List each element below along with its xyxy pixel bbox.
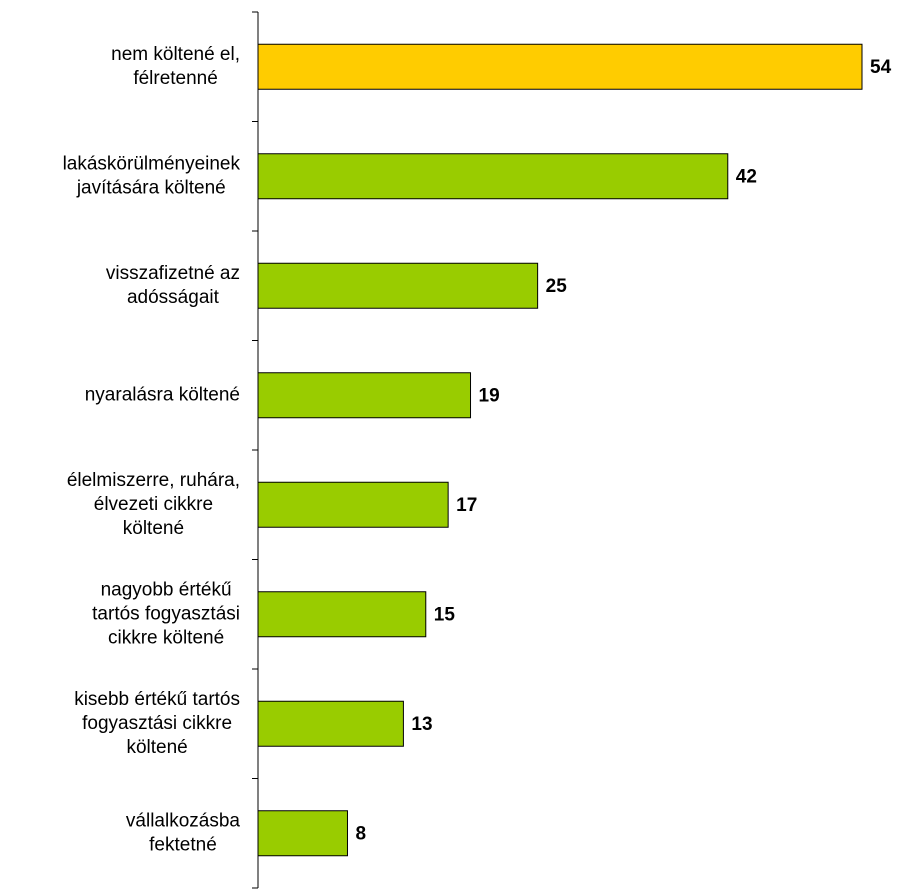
value-label: 15 xyxy=(434,604,456,625)
category-label: kisebb értékű tartós xyxy=(74,689,240,710)
bar xyxy=(257,372,472,419)
value-label: 17 xyxy=(456,495,477,516)
category-label: élelmiszerre, ruhára, xyxy=(67,470,240,491)
category-label: cikkre költené xyxy=(108,627,224,648)
category-label: vállalkozásba xyxy=(126,810,240,831)
category-label: visszafizetné az xyxy=(106,263,240,284)
category-label: költené xyxy=(123,518,184,539)
value-label: 19 xyxy=(479,385,500,406)
category-label: fektetné xyxy=(149,834,217,855)
category-label: költené xyxy=(126,737,187,758)
category-label: nem költené el, xyxy=(111,44,240,65)
bar xyxy=(257,481,449,528)
bar xyxy=(257,810,348,857)
category-label: nyaralásra költené xyxy=(85,384,240,405)
bar xyxy=(257,153,729,200)
category-label: nagyobb értékű xyxy=(101,579,232,600)
bar xyxy=(257,262,539,309)
value-label: 13 xyxy=(411,714,432,735)
value-label: 25 xyxy=(546,276,568,297)
category-label: javítására költené xyxy=(76,177,226,198)
category-label: fogyasztási cikkre xyxy=(82,713,232,734)
bar xyxy=(257,43,863,90)
category-label: lakáskörülményeinek xyxy=(63,153,241,174)
value-label: 8 xyxy=(355,823,366,844)
value-label: 42 xyxy=(736,166,757,187)
category-label: adósságait xyxy=(127,287,220,308)
category-label: félretenné xyxy=(133,68,218,89)
bar xyxy=(257,700,404,747)
value-label: 54 xyxy=(870,57,892,78)
category-label: tartós fogyasztási xyxy=(92,603,240,624)
category-label: élvezeti cikkre xyxy=(94,494,213,515)
bar xyxy=(257,591,427,638)
